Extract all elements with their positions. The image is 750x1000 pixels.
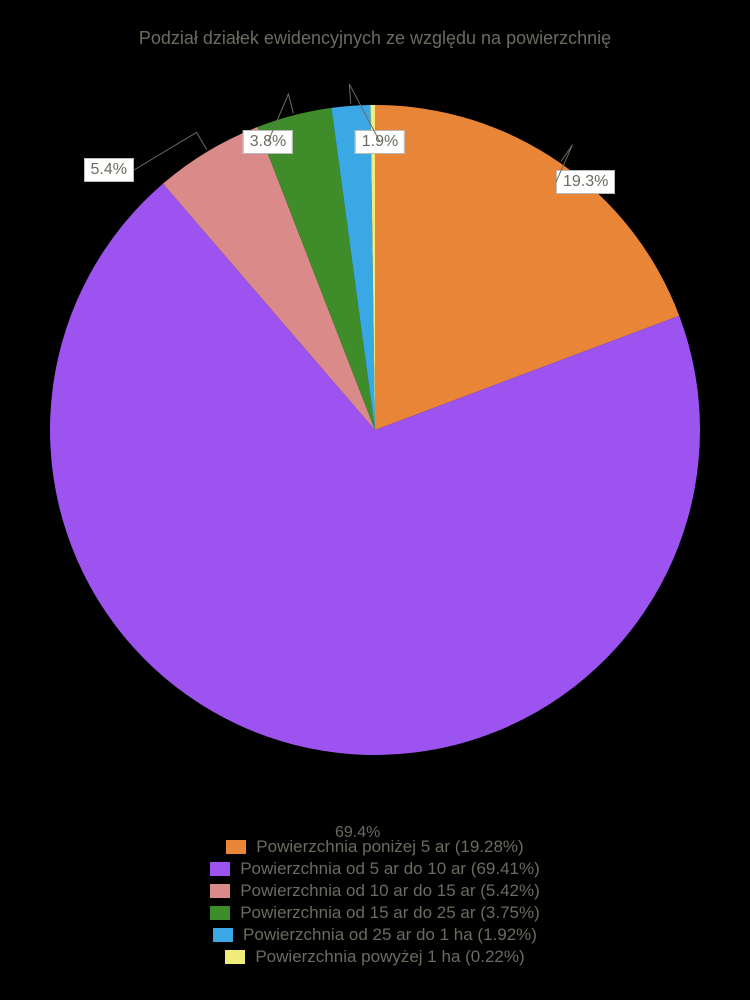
legend-label-0: Powierzchnia poniżej 5 ar (19.28%) <box>256 837 523 857</box>
legend-item-1: Powierzchnia od 5 ar do 10 ar (69.41%) <box>0 859 750 879</box>
legend-label-3: Powierzchnia od 15 ar do 25 ar (3.75%) <box>240 903 540 923</box>
legend-item-5: Powierzchnia powyżej 1 ha (0.22%) <box>0 947 750 967</box>
callout-line-4 <box>349 84 380 142</box>
legend-item-0: Powierzchnia poniżej 5 ar (19.28%) <box>0 837 750 857</box>
pie-area: 19.3%69.4%5.4%3.8%1.9% <box>0 70 750 790</box>
legend-label-4: Powierzchnia od 25 ar do 1 ha (1.92%) <box>243 925 537 945</box>
callout-line-3 <box>268 94 293 142</box>
callout-line-0 <box>556 145 573 182</box>
legend-item-2: Powierzchnia od 10 ar do 15 ar (5.42%) <box>0 881 750 901</box>
legend-swatch-0 <box>226 840 246 854</box>
legend-label-5: Powierzchnia powyżej 1 ha (0.22%) <box>255 947 524 967</box>
legend-swatch-3 <box>210 906 230 920</box>
legend-item-3: Powierzchnia od 15 ar do 25 ar (3.75%) <box>0 903 750 923</box>
legend-item-4: Powierzchnia od 25 ar do 1 ha (1.92%) <box>0 925 750 945</box>
callout-line-2 <box>134 132 207 170</box>
legend: Powierzchnia poniżej 5 ar (19.28%)Powier… <box>0 835 750 969</box>
callout-lines <box>0 70 750 790</box>
legend-label-2: Powierzchnia od 10 ar do 15 ar (5.42%) <box>240 881 540 901</box>
legend-swatch-2 <box>210 884 230 898</box>
legend-label-1: Powierzchnia od 5 ar do 10 ar (69.41%) <box>240 859 540 879</box>
chart-title: Podział działek ewidencyjnych ze względu… <box>0 28 750 49</box>
legend-swatch-4 <box>213 928 233 942</box>
legend-swatch-1 <box>210 862 230 876</box>
legend-swatch-5 <box>225 950 245 964</box>
pie-chart-container: Podział działek ewidencyjnych ze względu… <box>0 0 750 1000</box>
